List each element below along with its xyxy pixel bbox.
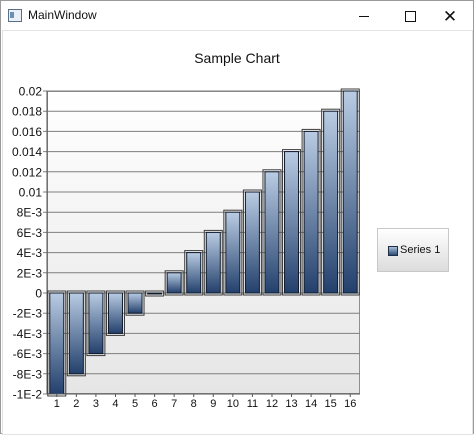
bar-outline	[262, 169, 282, 296]
y-tick-label: -4E-3	[13, 327, 43, 341]
bar-outline	[340, 88, 360, 296]
bar-outline	[321, 108, 341, 296]
y-tick-label: 8E-3	[17, 206, 43, 220]
x-tick-label: 15	[325, 398, 337, 410]
bar-outline	[164, 270, 184, 296]
bar	[147, 292, 163, 295]
maximize-icon	[404, 10, 416, 22]
bar	[68, 292, 84, 375]
x-tick-label: 10	[227, 398, 239, 410]
title-bar[interactable]: MainWindow ✕	[1, 1, 473, 31]
bar-outline	[125, 290, 145, 316]
bar	[186, 252, 202, 294]
x-tick-label: 3	[93, 398, 99, 410]
minimize-button[interactable]	[341, 1, 387, 31]
bar-outline	[282, 149, 302, 296]
window-title: MainWindow	[28, 8, 97, 22]
bar	[303, 130, 319, 294]
bar-outline	[184, 250, 204, 296]
x-tick-label: 7	[171, 398, 177, 410]
chart-title: Sample Chart	[194, 50, 280, 66]
x-tick-label: 11	[247, 398, 258, 410]
bar	[323, 110, 339, 294]
legend-label: Series 1	[400, 244, 441, 256]
y-tick-label: -1E-2	[13, 388, 43, 402]
bar	[205, 231, 221, 294]
y-tick-label: -2E-3	[13, 307, 43, 321]
close-icon: ✕	[442, 6, 458, 26]
bar-outline	[105, 290, 125, 336]
legend-swatch	[388, 246, 398, 256]
y-tick-label: -8E-3	[13, 367, 43, 381]
x-tick-label: 6	[152, 398, 158, 410]
x-tick-label: 14	[305, 398, 317, 410]
y-tick-label: 0.012	[12, 165, 42, 179]
bar-outline	[203, 229, 223, 296]
x-tick-label: 4	[112, 398, 118, 410]
chart-legend: Series 1	[377, 228, 449, 272]
y-tick-label: 0.016	[12, 125, 42, 139]
bar	[127, 292, 143, 314]
x-tick-label: 9	[210, 398, 216, 410]
bar	[284, 151, 300, 294]
x-tick-label: 16	[344, 398, 356, 410]
bar	[264, 171, 280, 294]
y-tick-label: 0.01	[19, 186, 43, 200]
y-tick-label: 4E-3	[17, 246, 43, 260]
bar-outline	[66, 290, 86, 377]
bar-outline	[301, 128, 321, 296]
close-button[interactable]: ✕	[427, 1, 473, 31]
bar-outline	[86, 290, 106, 357]
x-tick-label: 1	[54, 398, 60, 410]
y-tick-label: 0.02	[19, 85, 43, 99]
bar	[166, 272, 182, 294]
bar	[88, 292, 104, 355]
maximize-button[interactable]	[387, 1, 433, 31]
bar	[107, 292, 123, 334]
minimize-icon	[359, 15, 369, 17]
x-tick-label: 5	[132, 398, 138, 410]
bar-outline	[145, 290, 165, 297]
x-tick-label: 2	[73, 398, 79, 410]
bar-outline	[223, 209, 243, 296]
x-tick-label: 13	[285, 398, 297, 410]
y-tick-label: 6E-3	[17, 226, 43, 240]
bar	[244, 191, 260, 294]
app-icon	[8, 9, 22, 22]
bar-outline	[242, 189, 262, 296]
x-tick-label: 12	[266, 398, 278, 410]
bar	[225, 211, 241, 294]
y-tick-label: 0.014	[12, 145, 42, 159]
bar	[49, 292, 65, 395]
y-tick-label: 0.018	[12, 105, 42, 119]
y-tick-label: 2E-3	[17, 266, 43, 280]
x-tick-label: 8	[191, 398, 197, 410]
bar	[342, 90, 358, 294]
y-tick-label: -6E-3	[13, 347, 43, 361]
y-tick-label: 0	[35, 287, 42, 301]
